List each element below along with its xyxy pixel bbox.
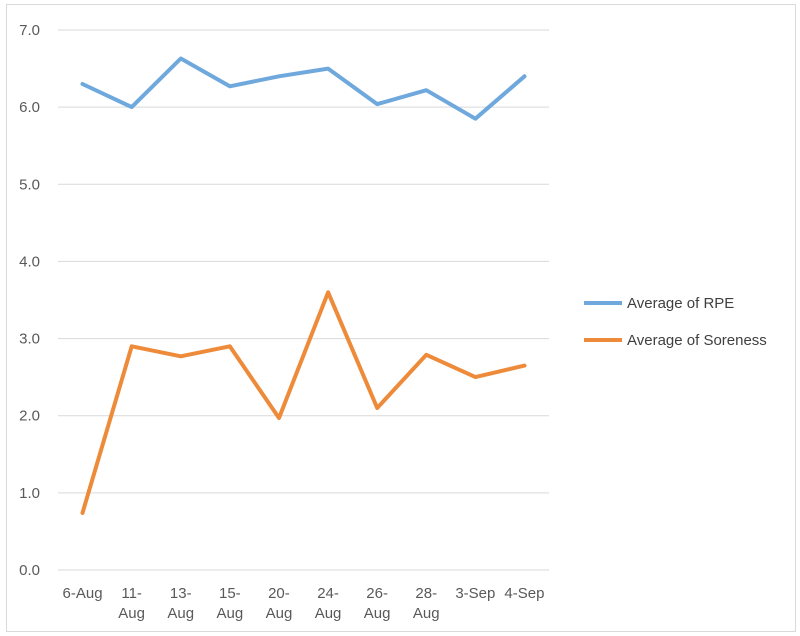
x-tick-label: 24-Aug xyxy=(315,585,342,622)
x-tick-label: 13-Aug xyxy=(167,585,194,622)
x-tick-label: 3-Sep xyxy=(455,585,495,602)
x-tick-label: 4-Sep xyxy=(504,585,544,602)
y-axis-ticks: 0.0 1.0 2.0 3.0 4.0 5.0 6.0 7.0 xyxy=(19,22,40,579)
legend: Average of RPE Average of Soreness xyxy=(584,295,767,349)
y-tick-label: 3.0 xyxy=(19,331,40,348)
x-tick-label: 11-Aug xyxy=(118,585,145,622)
x-tick-label: 6-Aug xyxy=(63,585,103,602)
y-tick-label: 5.0 xyxy=(19,176,40,193)
series-line-0 xyxy=(80,56,527,121)
x-axis-ticks: 6-Aug 11-Aug 13-Aug 15-Aug 20-Aug 24-Aug 26-Au… xyxy=(63,585,545,622)
series-line-1 xyxy=(80,290,527,515)
x-tick-label: 20-Aug xyxy=(266,585,293,622)
chart-frame xyxy=(6,4,796,632)
y-tick-label: 7.0 xyxy=(19,22,40,39)
legend-label: Average of Soreness xyxy=(627,332,767,349)
gridlines xyxy=(58,29,549,571)
y-tick-label: 4.0 xyxy=(19,253,40,270)
legend-label: Average of RPE xyxy=(627,295,734,312)
series-lines xyxy=(80,56,527,515)
x-tick-label: 26-Aug xyxy=(364,585,391,622)
y-tick-label: 1.0 xyxy=(19,485,40,502)
y-tick-label: 0.0 xyxy=(19,562,40,579)
y-tick-label: 2.0 xyxy=(19,408,40,425)
y-tick-label: 6.0 xyxy=(19,99,40,116)
x-tick-label: 28-Aug xyxy=(413,585,440,622)
x-tick-label: 15-Aug xyxy=(216,585,243,622)
